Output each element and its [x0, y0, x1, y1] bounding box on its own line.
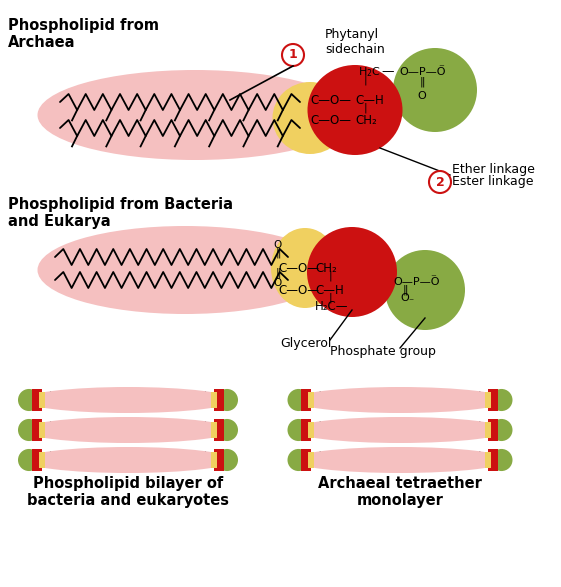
Text: ‖: ‖ — [275, 248, 280, 258]
Ellipse shape — [38, 226, 333, 314]
Text: 1: 1 — [288, 49, 297, 62]
Text: ⁻: ⁻ — [430, 273, 436, 283]
Ellipse shape — [18, 389, 40, 411]
Text: Phospholipid from Bacteria
and Eukarya: Phospholipid from Bacteria and Eukarya — [8, 197, 233, 230]
Bar — [489, 389, 499, 411]
Text: H$_2$C: H$_2$C — [358, 65, 381, 79]
Text: Phospholipid from
Archaea: Phospholipid from Archaea — [8, 18, 159, 50]
Text: C—H: C—H — [355, 93, 384, 106]
Ellipse shape — [287, 419, 310, 441]
Text: C—O—: C—O— — [310, 93, 351, 106]
Ellipse shape — [287, 449, 310, 471]
Bar — [32, 419, 42, 441]
Bar — [485, 422, 491, 438]
Text: O—P—O: O—P—O — [399, 67, 445, 77]
Text: Glycerol: Glycerol — [280, 336, 332, 349]
Text: Ether linkage: Ether linkage — [452, 164, 535, 177]
Bar — [301, 419, 311, 441]
Bar — [32, 389, 42, 411]
Ellipse shape — [23, 417, 233, 443]
Text: —: — — [381, 66, 394, 79]
Circle shape — [282, 44, 304, 66]
Bar — [489, 419, 499, 441]
Text: |: | — [328, 293, 332, 303]
Text: ‖: ‖ — [275, 268, 280, 278]
Text: 2: 2 — [436, 176, 444, 188]
Text: ‖: ‖ — [402, 285, 408, 295]
Ellipse shape — [307, 65, 402, 155]
Text: C—O—: C—O— — [278, 284, 319, 296]
Ellipse shape — [273, 82, 347, 154]
Bar — [211, 452, 217, 468]
Bar — [489, 449, 499, 471]
Ellipse shape — [490, 419, 513, 441]
Circle shape — [429, 171, 451, 193]
Text: C—O—: C—O— — [310, 113, 351, 127]
Text: |: | — [363, 75, 367, 85]
Circle shape — [385, 250, 465, 330]
Text: CH₂: CH₂ — [355, 113, 377, 127]
Text: C—H: C—H — [315, 284, 344, 296]
Bar — [32, 449, 42, 471]
Text: O: O — [401, 293, 410, 303]
Ellipse shape — [23, 447, 233, 473]
Text: ⁻: ⁻ — [438, 63, 444, 73]
Bar — [39, 422, 45, 438]
Text: O: O — [417, 91, 426, 101]
Bar — [214, 449, 224, 471]
Bar — [39, 392, 45, 408]
Bar — [309, 422, 315, 438]
Ellipse shape — [216, 389, 238, 411]
Bar — [301, 449, 311, 471]
Ellipse shape — [18, 419, 40, 441]
Ellipse shape — [307, 227, 397, 317]
Text: Ester linkage: Ester linkage — [452, 176, 534, 188]
Text: Phosphate group: Phosphate group — [330, 346, 436, 359]
Ellipse shape — [23, 387, 233, 413]
Text: O: O — [274, 278, 282, 288]
Ellipse shape — [292, 417, 508, 443]
Text: Phospholipid bilayer of
bacteria and eukaryotes: Phospholipid bilayer of bacteria and euk… — [27, 476, 229, 508]
Ellipse shape — [292, 447, 508, 473]
Text: |: | — [328, 271, 332, 281]
Text: C—O—: C—O— — [278, 261, 319, 275]
Bar — [211, 422, 217, 438]
Text: Phytanyl
sidechain: Phytanyl sidechain — [325, 28, 385, 56]
Ellipse shape — [216, 449, 238, 471]
Text: |: | — [363, 103, 367, 113]
Text: H₂C—: H₂C— — [315, 299, 348, 312]
Circle shape — [393, 48, 477, 132]
Text: O—P—O: O—P—O — [393, 277, 439, 287]
Text: O: O — [274, 240, 282, 250]
Ellipse shape — [216, 419, 238, 441]
Ellipse shape — [490, 389, 513, 411]
Bar — [485, 392, 491, 408]
Bar — [39, 452, 45, 468]
Bar — [485, 452, 491, 468]
Ellipse shape — [38, 70, 352, 160]
Bar — [301, 389, 311, 411]
Text: CH₂: CH₂ — [315, 261, 337, 275]
Bar — [211, 392, 217, 408]
Bar — [309, 452, 315, 468]
Ellipse shape — [287, 389, 310, 411]
Text: Archaeal tetraether
monolayer: Archaeal tetraether monolayer — [318, 476, 482, 508]
Ellipse shape — [18, 449, 40, 471]
Ellipse shape — [490, 449, 513, 471]
Ellipse shape — [292, 387, 508, 413]
Bar — [214, 419, 224, 441]
Ellipse shape — [271, 228, 339, 308]
Bar — [214, 389, 224, 411]
Bar — [309, 392, 315, 408]
Text: ⁻: ⁻ — [408, 297, 413, 307]
Text: ‖: ‖ — [419, 77, 425, 87]
